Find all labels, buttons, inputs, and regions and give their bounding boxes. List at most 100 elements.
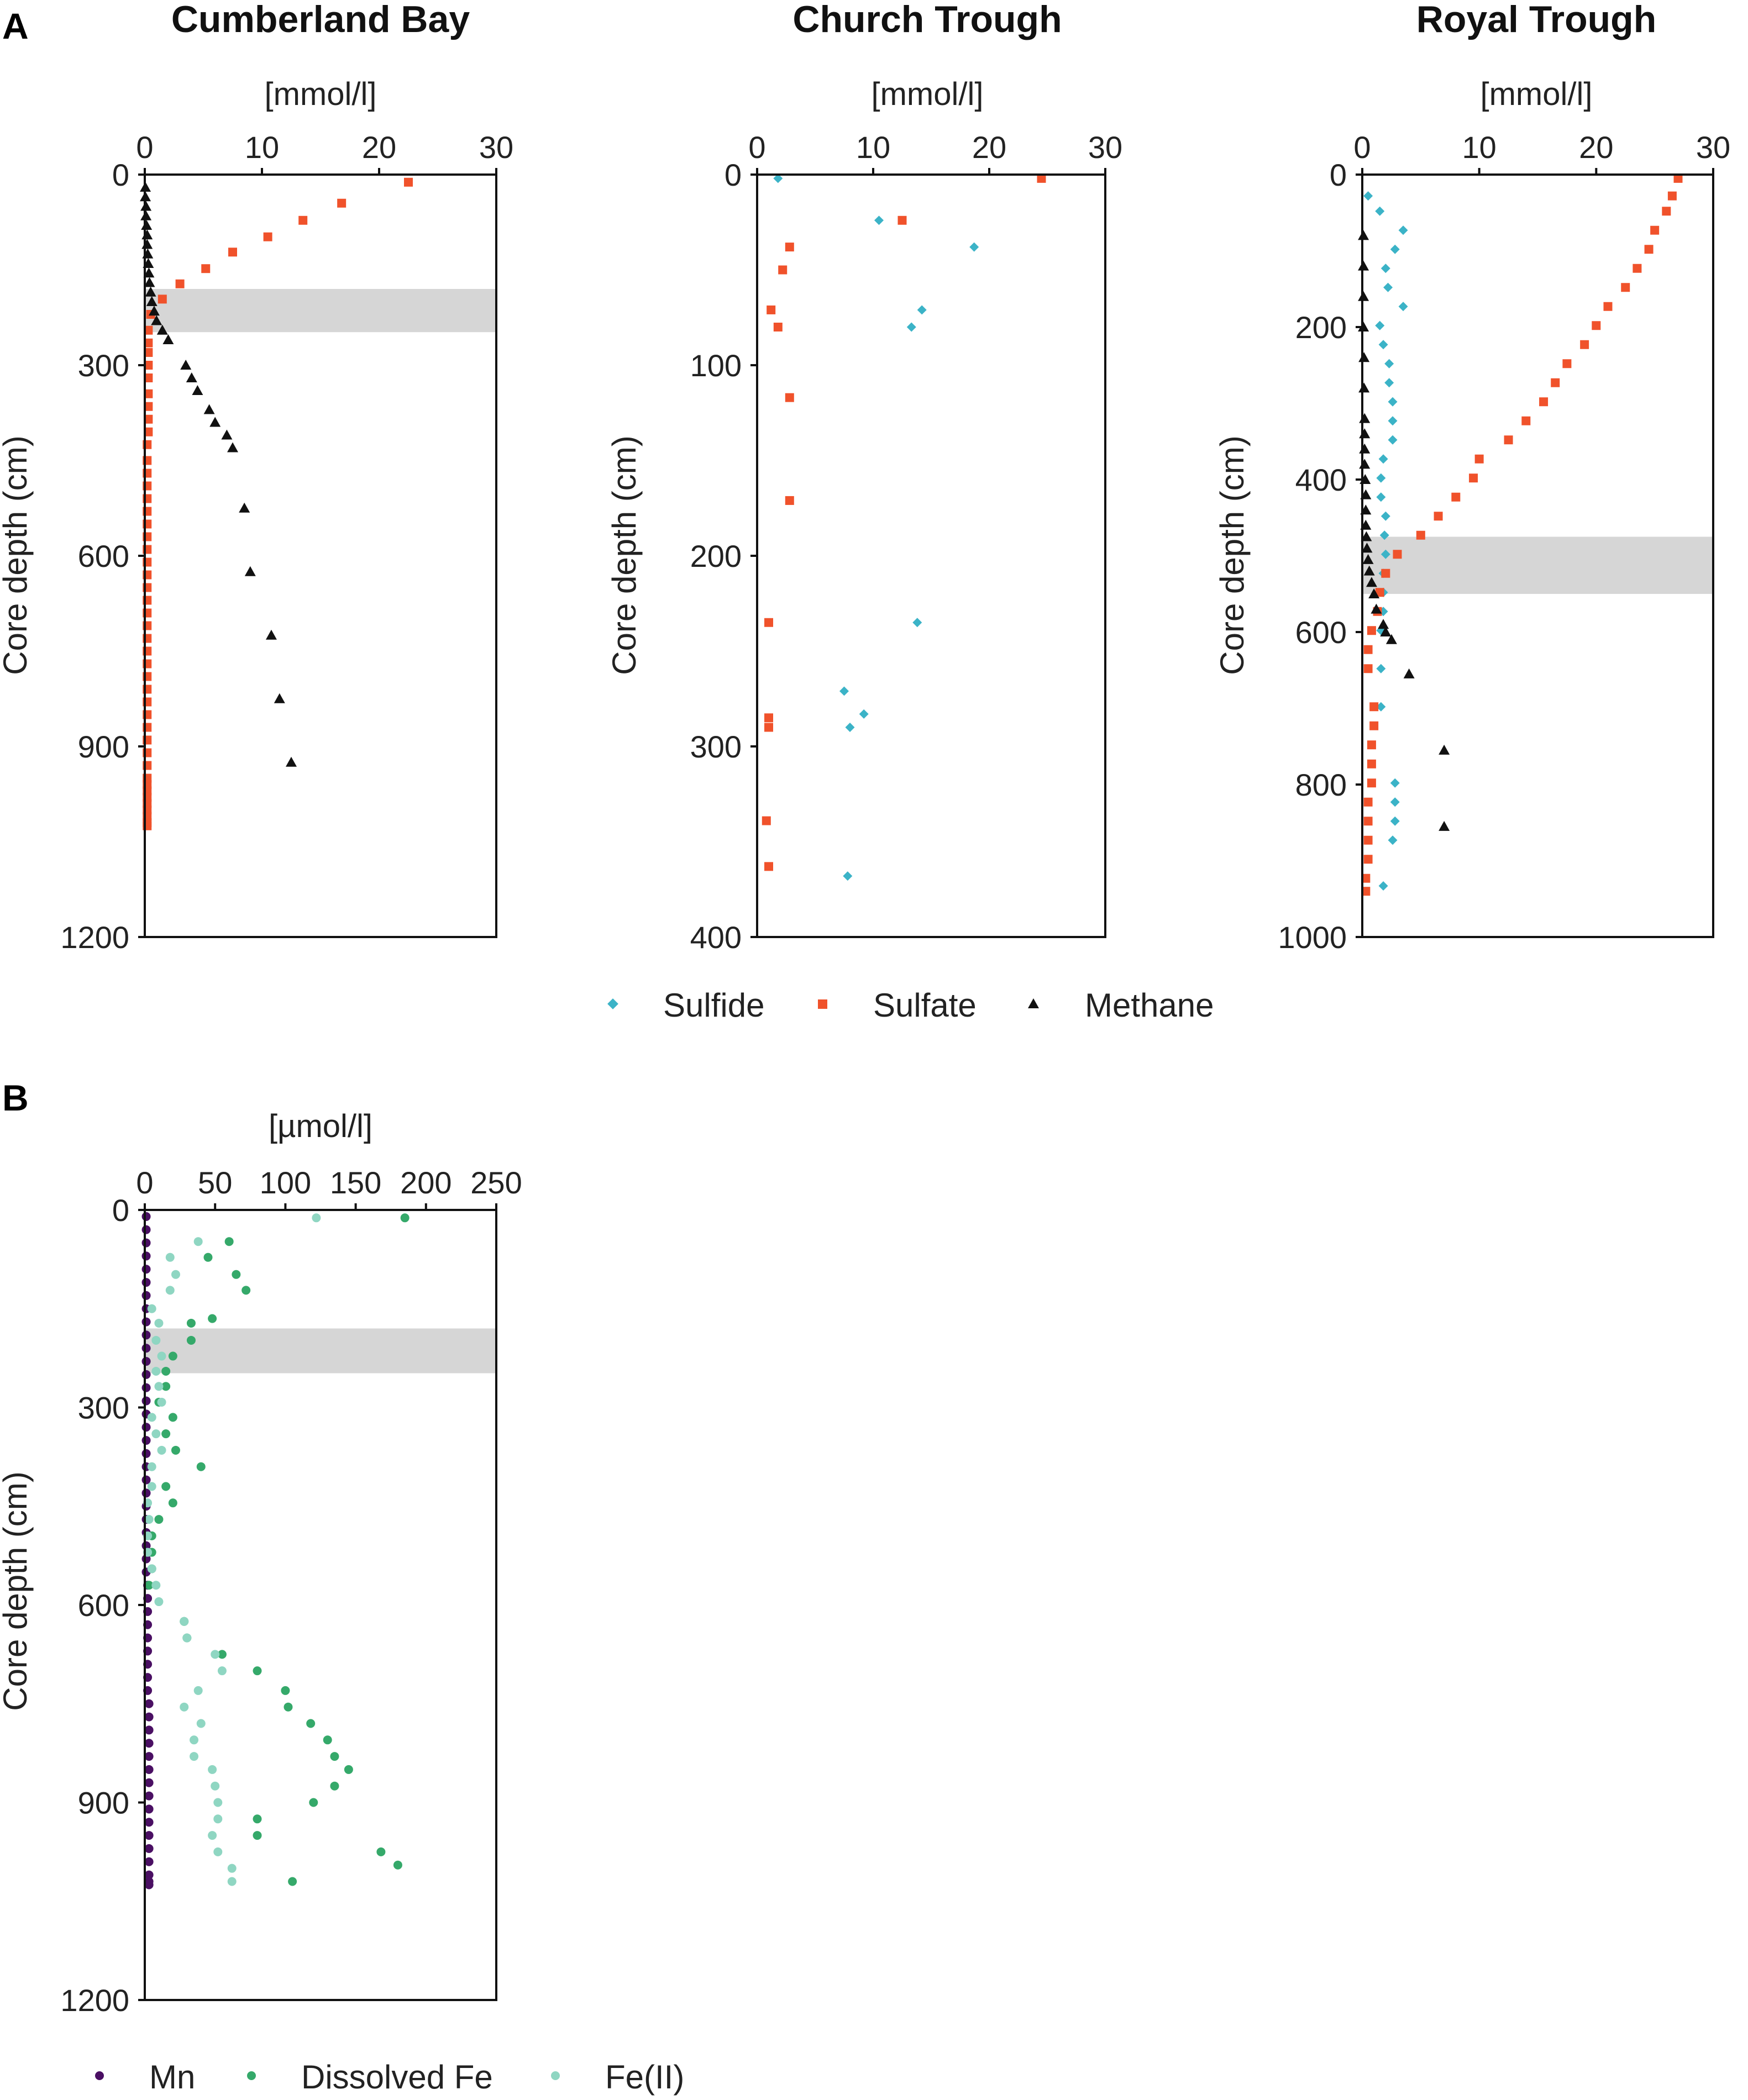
point-mn	[144, 1725, 154, 1735]
legend-marker-mn	[95, 2071, 104, 2080]
x-tick-label: 150	[330, 1165, 381, 1200]
point-sulfide	[1363, 191, 1373, 201]
point-sulfide	[1376, 702, 1386, 712]
point-methane	[144, 277, 155, 287]
legend-item-sulfide: Sulfide	[607, 987, 764, 1024]
point-methane	[156, 324, 168, 335]
point-sulfide	[1376, 492, 1386, 502]
x-tick-label: 0	[748, 130, 765, 165]
point-sulfate	[785, 243, 794, 252]
point-methane	[1366, 577, 1377, 587]
point-mn	[141, 1396, 151, 1406]
x-tick-label: 0	[136, 130, 153, 165]
point-methane	[180, 360, 192, 370]
point-fe-ii	[151, 1335, 161, 1345]
point-methane	[286, 756, 297, 767]
point-sulfate	[144, 338, 153, 348]
point-sulfate	[1434, 512, 1443, 521]
point-sulfide	[843, 871, 853, 881]
point-dissolved-fe	[253, 1831, 262, 1840]
point-sulfate	[144, 348, 153, 357]
point-dissolved-fe	[242, 1286, 251, 1295]
point-sulfate	[1363, 645, 1373, 654]
y-axis-label: Core depth (cm)	[606, 435, 643, 675]
point-fe-ii	[147, 1413, 156, 1422]
point-fe-ii	[154, 1318, 164, 1328]
x-tick-label: 20	[1579, 130, 1613, 165]
point-methane	[1403, 668, 1415, 678]
point-sulfide	[1379, 530, 1389, 540]
x-tick-label: 50	[198, 1165, 232, 1200]
legend-label-sulfate: Sulfate	[873, 987, 977, 1024]
point-dissolved-fe	[376, 1847, 386, 1856]
y-tick-label: 0	[112, 157, 129, 192]
x-tick-label: 10	[245, 130, 279, 165]
legend-item-sulfate: Sulfate	[818, 987, 977, 1024]
point-sulfide	[1398, 302, 1408, 312]
point-sulfide	[1390, 816, 1400, 826]
point-sulfate	[228, 248, 237, 257]
point-fe-ii	[227, 1864, 237, 1873]
point-sulfide	[1398, 225, 1408, 235]
y-tick-label: 0	[725, 157, 742, 192]
point-methane	[1359, 428, 1371, 439]
y-tick-label: 600	[78, 1588, 129, 1623]
point-sulfate	[201, 264, 211, 273]
point-methane	[1358, 260, 1369, 271]
y-tick-label: 200	[690, 539, 742, 573]
point-dissolved-fe	[161, 1482, 171, 1491]
point-methane	[1371, 603, 1382, 614]
point-mn	[144, 1765, 154, 1774]
point-fe-ii	[208, 1765, 217, 1774]
x-tick-label: 100	[260, 1165, 311, 1200]
x-tick-label: 200	[400, 1165, 452, 1200]
point-sulfate	[1603, 302, 1613, 311]
legend-item-mn: Mn	[95, 2059, 195, 2096]
point-mn	[141, 1423, 151, 1432]
point-methane	[1358, 382, 1370, 393]
point-fe-ii	[180, 1702, 189, 1712]
point-mn	[141, 1357, 151, 1366]
point-mn	[144, 1712, 154, 1722]
point-sulfide	[1390, 778, 1400, 788]
point-sulfate	[785, 393, 794, 402]
point-methane	[140, 201, 152, 211]
point-methane	[141, 220, 153, 230]
y-tick-label: 600	[1295, 615, 1347, 650]
point-mn	[144, 1818, 154, 1827]
point-dissolved-fe	[154, 1515, 164, 1524]
chart-cumberland-bay: Cumberland Bay [mmol/l] Core depth (cm) …	[0, 0, 513, 955]
legend-label-methane: Methane	[1085, 987, 1214, 1024]
point-fe-ii	[190, 1735, 199, 1745]
point-fe-ii	[151, 1429, 161, 1439]
point-dissolved-fe	[281, 1686, 290, 1695]
chart-church-trough: Church Trough [mmol/l] Core depth (cm) 0…	[606, 0, 1122, 955]
point-fe-ii	[144, 1515, 154, 1524]
point-methane	[140, 210, 152, 220]
point-sulfate	[298, 215, 308, 225]
point-sulfate	[1367, 740, 1376, 750]
point-methane	[239, 502, 250, 513]
point-sulfide	[1375, 206, 1385, 216]
point-fe-ii	[154, 1597, 164, 1607]
point-sulfate	[1369, 702, 1379, 712]
point-sulfate	[1521, 416, 1531, 425]
point-methane	[186, 372, 197, 382]
point-fe-ii	[151, 1366, 161, 1376]
point-sulfate	[1393, 550, 1402, 559]
smtz-band	[145, 1328, 496, 1373]
point-sulfate	[764, 862, 773, 871]
point-fe-ii	[180, 1617, 189, 1626]
point-dissolved-fe	[400, 1213, 410, 1223]
legend-panel-b: Mn Dissolved Fe Fe(II)	[95, 2059, 684, 2096]
point-methane	[162, 334, 174, 344]
x-tick-label: 30	[1088, 130, 1122, 165]
point-sulfide	[1384, 378, 1394, 388]
x-tick-label: 10	[1462, 130, 1497, 165]
smtz-band	[145, 289, 496, 333]
point-sulfate	[144, 427, 153, 436]
y-tick-label: 600	[78, 539, 129, 573]
point-sulfate	[1367, 626, 1376, 635]
point-dissolved-fe	[306, 1719, 316, 1728]
point-sulfate	[1474, 454, 1484, 464]
